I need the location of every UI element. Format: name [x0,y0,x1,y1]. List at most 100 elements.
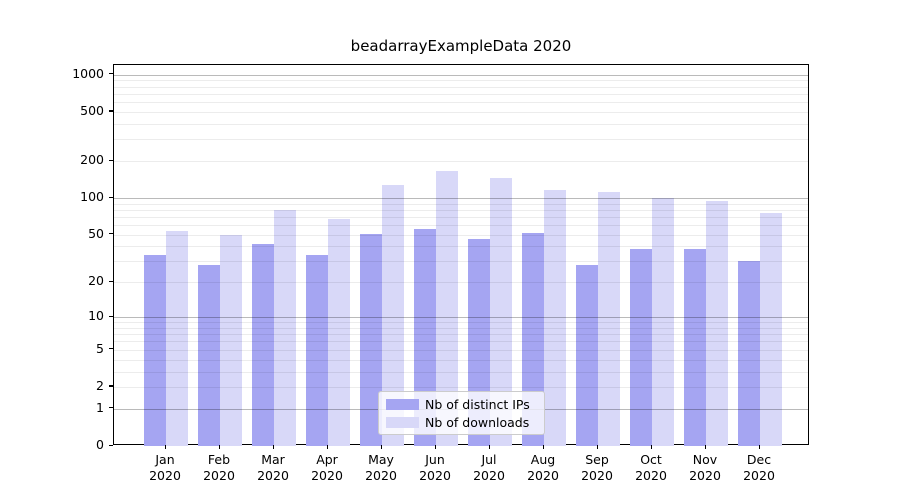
gridline-y-2 [114,386,808,388]
gridline-y-400 [114,123,808,125]
chart-title: beadarrayExampleData 2020 [350,37,572,55]
x-tick-label-sep: Sep 2020 [581,452,613,483]
bar-downloads-dec [760,213,782,446]
x-tick-label-jan: Jan 2020 [149,452,181,483]
y-tick-label-200: 200 [80,152,104,168]
x-tick-label-nov: Nov 2020 [689,452,721,483]
x-tick-label-jul: Jul 2020 [473,452,505,483]
gridline-y-500 [114,111,808,113]
bar-downloads-jul [490,177,512,446]
y-tick-mark-20 [109,280,113,283]
y-tick-mark-2 [109,385,113,387]
bar-downloads-nov [706,201,728,446]
gridline-y-900 [114,80,808,82]
gridline-y-200 [114,161,808,163]
y-tick-label-1: 1 [96,399,104,415]
x-tick-mark-mar [272,445,274,449]
bar-ips-apr [306,254,328,446]
y-tick-mark-1000 [109,73,113,75]
x-tick-mark-apr [326,445,328,449]
x-tick-mark-dec [758,445,760,449]
gridline-y-40 [114,246,808,248]
bar-ips-jan [144,254,166,446]
y-tick-label-5: 5 [96,340,104,356]
legend-item-distinct-ips: Nb of distinct IPs [386,397,544,412]
x-tick-mark-feb [218,445,220,449]
gridline-y-90 [114,203,808,205]
gridline-y-50 [114,234,808,236]
y-tick-label-10: 10 [88,308,104,324]
y-tick-label-2: 2 [96,377,104,393]
x-tick-mark-oct [650,445,652,449]
x-tick-label-feb: Feb 2020 [203,452,235,483]
x-tick-mark-jul [488,445,490,449]
y-tick-mark-500 [109,110,113,112]
gridline-y-80 [114,209,808,211]
gridline-y-600 [114,102,808,104]
bar-ips-sep [576,265,598,446]
x-tick-label-mar: Mar 2020 [257,452,289,483]
gridline-y-6 [114,341,808,343]
gridline-y-300 [114,139,808,141]
bar-ips-may [360,233,382,446]
x-tick-label-may: May 2020 [365,452,397,483]
bar-downloads-may [382,185,404,446]
y-tick-label-100: 100 [80,189,104,205]
x-tick-label-dec: Dec 2020 [743,452,775,483]
x-tick-mark-jun [434,445,436,449]
y-tick-mark-50 [109,233,113,235]
gridline-y-10 [114,317,808,319]
x-tick-mark-may [380,445,382,449]
y-tick-label-1000: 1000 [72,65,104,81]
bar-downloads-jan [166,230,188,446]
plot-area [113,64,809,446]
bar-ips-oct [630,249,652,446]
y-tick-mark-100 [109,196,113,198]
x-tick-mark-jan [164,445,166,449]
y-tick-mark-5 [109,348,113,350]
x-tick-label-apr: Apr 2020 [311,452,343,483]
legend-swatch-downloads [386,416,419,428]
bar-ips-dec [738,261,760,446]
gridline-y-3 [114,371,808,373]
legend-label-downloads: Nb of downloads [425,414,530,430]
gridline-y-800 [114,86,808,88]
gridline-y-700 [114,93,808,95]
x-tick-label-oct: Oct 2020 [635,452,667,483]
x-tick-mark-sep [596,445,598,449]
legend-swatch-distinct-ips [386,398,419,410]
gridline-y-9 [114,322,808,324]
gridline-y-30 [114,261,808,263]
gridline-y-100 [114,198,808,200]
x-tick-mark-aug [542,445,544,449]
x-tick-mark-nov [704,445,706,449]
gridline-y-60 [114,225,808,227]
y-tick-mark-1 [109,407,113,409]
gridline-y-5 [114,349,808,351]
y-tick-label-50: 50 [88,225,104,241]
bar-downloads-jun [436,171,458,446]
y-tick-mark-200 [109,159,113,161]
y-tick-mark-10 [109,315,113,317]
bar-downloads-sep [598,191,620,446]
gridline-y-4 [114,359,808,361]
bar-downloads-apr [328,219,350,446]
y-tick-label-0: 0 [96,437,104,452]
bar-ips-mar [252,243,274,446]
bar-downloads-feb [220,234,242,446]
gridline-y-8 [114,327,808,329]
x-tick-label-aug: Aug 2020 [527,452,559,483]
bar-downloads-aug [544,190,566,446]
bar-ips-nov [684,249,706,446]
legend: Nb of distinct IPs Nb of downloads [378,391,545,435]
legend-label-distinct-ips: Nb of distinct IPs [425,396,530,412]
bar-ips-feb [198,265,220,446]
legend-item-downloads: Nb of downloads [386,415,544,430]
gridline-y-20 [114,282,808,284]
y-tick-label-500: 500 [80,102,104,118]
gridline-y-70 [114,216,808,218]
gridline-y-7 [114,334,808,336]
gridline-y-1000 [114,74,808,76]
bar-downloads-oct [652,198,674,446]
